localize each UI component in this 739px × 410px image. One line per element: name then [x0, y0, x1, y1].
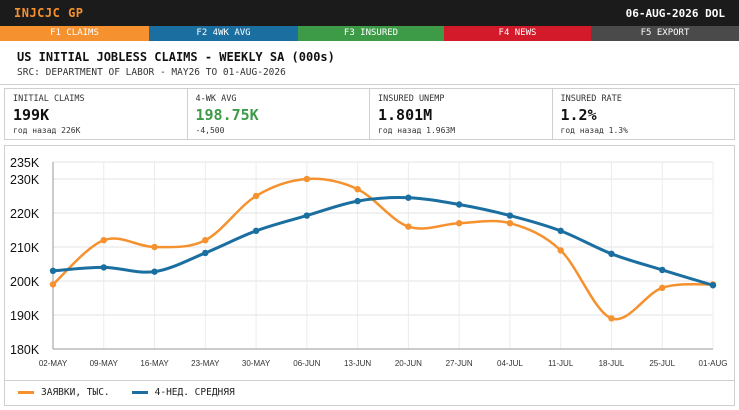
data-point-4wk-avg	[557, 227, 564, 235]
data-point-claims	[151, 243, 158, 251]
stat-insured-rate: INSURED RATE 1.2% год назад 1.3%	[553, 89, 735, 139]
legend-swatch-claims	[18, 391, 34, 394]
legend-label: ЗАЯВКИ, ТЫС.	[41, 387, 110, 398]
legend-item-claims[interactable]: ЗАЯВКИ, ТЫС.	[18, 387, 110, 398]
stat-subtext: год назад 226K	[13, 126, 81, 135]
x-tick-label: 13-JUN	[344, 359, 371, 368]
y-tick-label: 235K	[10, 156, 40, 170]
f4-news-tab[interactable]: F4 NEWS	[444, 26, 591, 41]
stat-label: INSURED RATE	[560, 94, 622, 104]
data-point-4wk-avg	[252, 227, 260, 235]
f5-export-tab[interactable]: F5 EXPORT	[591, 26, 739, 41]
stat-subtext: год назад 1.3%	[560, 126, 628, 135]
stat-label: INSURED UNEMP	[378, 94, 445, 104]
legend-label: 4-НЕД. СРЕДНЯЯ	[154, 387, 235, 398]
data-point-claims	[557, 247, 564, 254]
stat-initial-claims: INITIAL CLAIMS 199K год назад 226K	[5, 89, 188, 139]
data-point-claims	[100, 237, 107, 244]
source-line: SRC: DEPARTMENT OF LABOR - MAY26 TO 01-A…	[17, 67, 286, 78]
series-line-4wk-avg	[52, 196, 714, 287]
data-point-4wk-avg	[405, 194, 412, 201]
data-point-4wk-avg	[303, 212, 311, 219]
data-point-claims	[608, 315, 615, 322]
y-tick-label: 230K	[10, 173, 40, 187]
f1-claims-tab[interactable]: F1 CLAIMS	[0, 26, 149, 41]
data-point-4wk-avg	[659, 266, 666, 274]
data-point-claims	[405, 223, 412, 230]
stat-value: 199K	[13, 106, 50, 124]
x-tick-label: 16-MAY	[140, 359, 169, 368]
x-tick-label: 20-JUN	[395, 359, 422, 368]
stat-value: 1.801M	[378, 106, 433, 124]
data-point-claims	[202, 237, 209, 244]
stat-label: 4-WK AVG	[195, 94, 237, 104]
stat-4wk-avg: 4-WK AVG 198.75K -4,500	[188, 89, 370, 139]
data-point-claims	[455, 220, 463, 227]
top-bar: INJCJC GP 06-AUG-2026 DOL	[0, 0, 739, 26]
data-point-4wk-avg	[354, 197, 361, 205]
chart-legend: ЗАЯВКИ, ТЫС. 4-НЕД. СРЕДНЯЯ	[4, 380, 735, 404]
x-tick-label: 06-JUN	[293, 359, 320, 368]
x-tick-label: 02-MAY	[39, 359, 68, 368]
y-tick-label: 190K	[10, 309, 40, 323]
data-point-4wk-avg	[202, 249, 209, 257]
data-point-4wk-avg	[709, 282, 717, 289]
data-point-claims	[303, 175, 311, 183]
function-key-bar: F1 CLAIMS F2 4WK AVG F3 INSURED F4 NEWS …	[0, 26, 739, 41]
ticker-label[interactable]: INJCJC GP	[14, 6, 84, 20]
x-tick-label: 23-MAY	[191, 359, 220, 368]
line-chart: 180K 190K 200K 210K 220K 230K 235K 02-MAY 09-MAY…	[10, 156, 728, 368]
x-tick-label: 04-JUL	[497, 359, 523, 368]
x-tick-label: 27-JUN	[446, 359, 473, 368]
stat-label: INITIAL CLAIMS	[13, 94, 85, 104]
legend-swatch-4wk-avg	[131, 391, 148, 394]
series-line-claims	[52, 177, 714, 321]
f3-insured-tab[interactable]: F3 INSURED	[298, 26, 444, 41]
x-tick-label: 09-MAY	[90, 359, 119, 368]
y-tick-label: 220K	[10, 207, 40, 221]
x-tick-label: 01-AUG	[699, 359, 728, 368]
y-tick-label: 200K	[10, 275, 40, 289]
stat-subtext: -4,500	[195, 126, 225, 135]
stat-subtext: год назад 1.963M	[378, 126, 456, 135]
y-tick-label: 180K	[10, 343, 40, 357]
x-tick-label: 11-JUL	[548, 359, 574, 368]
x-tick-label: 25-JUL	[649, 359, 675, 368]
data-point-4wk-avg	[455, 201, 463, 208]
y-tick-label: 210K	[10, 241, 40, 255]
stat-value: 1.2%	[560, 106, 597, 124]
data-point-4wk-avg	[151, 268, 158, 275]
data-point-4wk-avg	[100, 264, 107, 271]
page-title: US INITIAL JOBLESS CLAIMS - WEEKLY SA (0…	[17, 50, 335, 64]
data-point-claims	[49, 281, 57, 288]
chart-panel: 180K 190K 200K 210K 220K 230K 235K 02-MAY 09-MAY…	[4, 145, 735, 406]
stats-panel: INITIAL CLAIMS 199K год назад 226K 4-WK …	[4, 88, 735, 140]
data-point-4wk-avg	[49, 267, 57, 274]
data-point-4wk-avg	[506, 212, 514, 219]
data-point-claims	[354, 186, 361, 193]
x-tick-label: 18-JUL	[599, 359, 625, 368]
chart-header: US INITIAL JOBLESS CLAIMS - WEEKLY SA (0…	[0, 41, 739, 85]
data-point-claims	[252, 192, 260, 200]
stat-insured-unemp: INSURED UNEMP 1.801M год назад 1.963M	[370, 89, 553, 139]
f2-4wk-avg-tab[interactable]: F2 4WK AVG	[149, 26, 298, 41]
data-point-4wk-avg	[608, 250, 615, 257]
x-tick-label: 30-MAY	[242, 359, 271, 368]
data-point-claims	[659, 284, 666, 291]
stat-value: 198.75K	[195, 106, 259, 124]
date-label: 06-AUG-2026 DOL	[625, 6, 725, 20]
legend-item-4wk-avg[interactable]: 4-НЕД. СРЕДНЯЯ	[131, 387, 235, 398]
data-point-claims	[506, 220, 514, 227]
